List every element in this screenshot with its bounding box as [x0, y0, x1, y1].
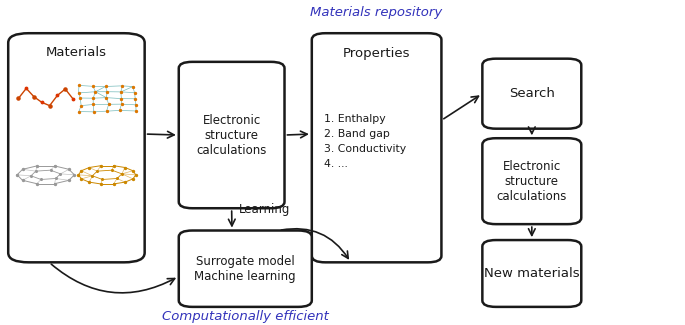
Text: Computationally efficient: Computationally efficient [162, 310, 329, 323]
Point [73, 172, 84, 177]
FancyBboxPatch shape [179, 230, 312, 307]
Point [106, 168, 117, 173]
Point [76, 168, 87, 173]
FancyBboxPatch shape [179, 62, 284, 208]
Point [127, 84, 138, 89]
Point [88, 102, 99, 107]
Text: 1. Enthalpy
2. Band gap
3. Conductivity
4. ...: 1. Enthalpy 2. Band gap 3. Conductivity … [324, 114, 406, 169]
Point [95, 163, 106, 168]
Point [49, 181, 60, 186]
Point [32, 181, 42, 186]
Text: Materials repository: Materials repository [310, 6, 443, 19]
Point [131, 108, 142, 113]
Text: Materials: Materials [46, 46, 107, 59]
Point [64, 167, 75, 172]
Point [116, 83, 127, 88]
Point [108, 163, 119, 168]
FancyBboxPatch shape [8, 33, 145, 262]
Text: Search: Search [509, 87, 555, 100]
Point [21, 86, 32, 91]
Point [44, 103, 55, 108]
Point [115, 89, 126, 95]
Point [127, 176, 138, 181]
Point [130, 172, 141, 177]
Point [101, 95, 112, 100]
Point [32, 163, 42, 169]
Point [29, 94, 40, 99]
Point [73, 90, 84, 96]
Point [36, 177, 47, 182]
Point [103, 102, 114, 107]
Point [12, 172, 23, 177]
Point [114, 108, 125, 113]
Point [119, 165, 130, 170]
Point [52, 93, 63, 98]
Point [116, 101, 127, 107]
Point [75, 103, 86, 108]
Point [112, 176, 123, 181]
Text: New materials: New materials [484, 267, 580, 280]
Point [25, 173, 36, 178]
Point [13, 96, 24, 101]
Point [88, 84, 99, 89]
FancyBboxPatch shape [312, 33, 441, 262]
Text: Learning: Learning [238, 203, 290, 216]
Point [60, 86, 71, 92]
Point [88, 96, 99, 101]
Point [75, 96, 86, 101]
Point [17, 178, 28, 183]
Point [101, 109, 112, 114]
Point [49, 163, 60, 169]
FancyBboxPatch shape [482, 59, 582, 129]
Point [116, 96, 127, 101]
Point [73, 83, 84, 88]
Point [84, 179, 95, 185]
Point [55, 171, 66, 176]
Point [129, 90, 140, 95]
Text: Electronic
structure
calculations: Electronic structure calculations [497, 160, 567, 203]
Point [68, 96, 79, 101]
Point [50, 176, 61, 181]
Point [116, 171, 127, 176]
Point [36, 100, 47, 105]
Point [76, 176, 87, 181]
Point [17, 167, 28, 172]
Point [97, 177, 108, 182]
Text: Surrogate model
Machine learning: Surrogate model Machine learning [195, 255, 296, 283]
Point [45, 168, 56, 173]
Text: Electronic
structure
calculations: Electronic structure calculations [197, 113, 267, 157]
Point [95, 181, 106, 187]
FancyBboxPatch shape [482, 138, 582, 224]
Point [88, 109, 99, 114]
Point [87, 173, 98, 178]
Point [100, 84, 111, 89]
Point [92, 169, 103, 174]
Point [69, 172, 80, 177]
Point [129, 96, 140, 101]
Text: Properties: Properties [343, 47, 410, 60]
Point [73, 109, 84, 114]
Point [119, 179, 130, 185]
FancyBboxPatch shape [482, 240, 582, 307]
Point [84, 165, 95, 170]
Point [64, 178, 75, 183]
Point [108, 181, 119, 187]
Point [130, 102, 141, 108]
Point [101, 89, 112, 94]
Point [30, 169, 41, 174]
Point [127, 168, 138, 173]
Point [90, 89, 101, 94]
